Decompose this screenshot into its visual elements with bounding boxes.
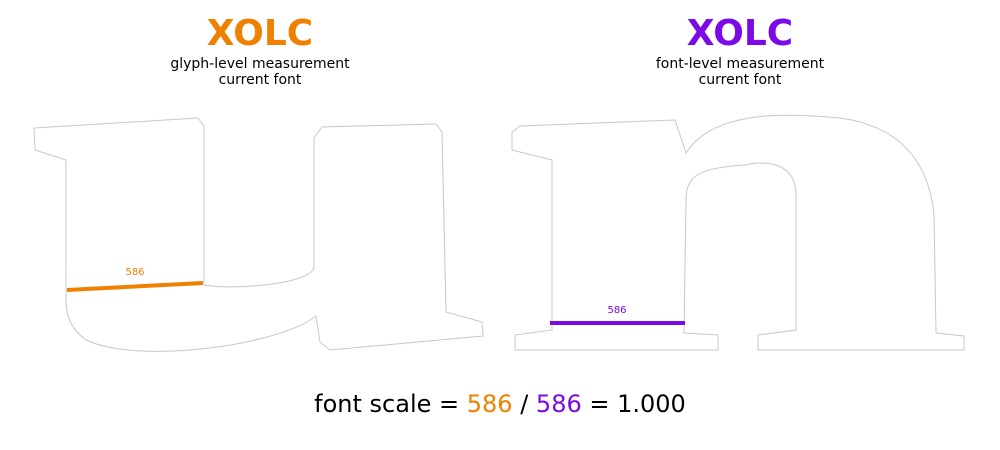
glyph-measure-label: 586 (125, 267, 144, 278)
glyph-u-outline (33, 117, 484, 352)
glyph-measure-line (66, 281, 204, 292)
right-panel-header: XOLC font-level measurement current font (580, 12, 900, 88)
font-scale-formula: font scale = 586 / 586 = 1.000 (0, 390, 1000, 418)
left-subtitle-line1: glyph-level measurement (170, 56, 350, 72)
font-measure-label: 586 (607, 305, 626, 316)
right-subtitle-line2: current font (698, 72, 782, 88)
formula-equals: = (581, 390, 618, 418)
formula-numerator: 586 (466, 390, 513, 418)
left-panel-header: XOLC glyph-level measurement current fon… (100, 12, 420, 88)
left-subtitle-line2: current font (218, 72, 302, 88)
glyph-n-outline (511, 114, 965, 351)
right-subtitle-line1: font-level measurement (655, 56, 825, 72)
formula-result: 1.000 (617, 390, 686, 418)
right-axis-code: XOLC (686, 13, 794, 54)
formula-prefix: font scale = (314, 390, 467, 418)
left-axis-code: XOLC (206, 13, 314, 54)
formula-denominator: 586 (535, 390, 582, 418)
formula-divider: / (512, 390, 536, 418)
